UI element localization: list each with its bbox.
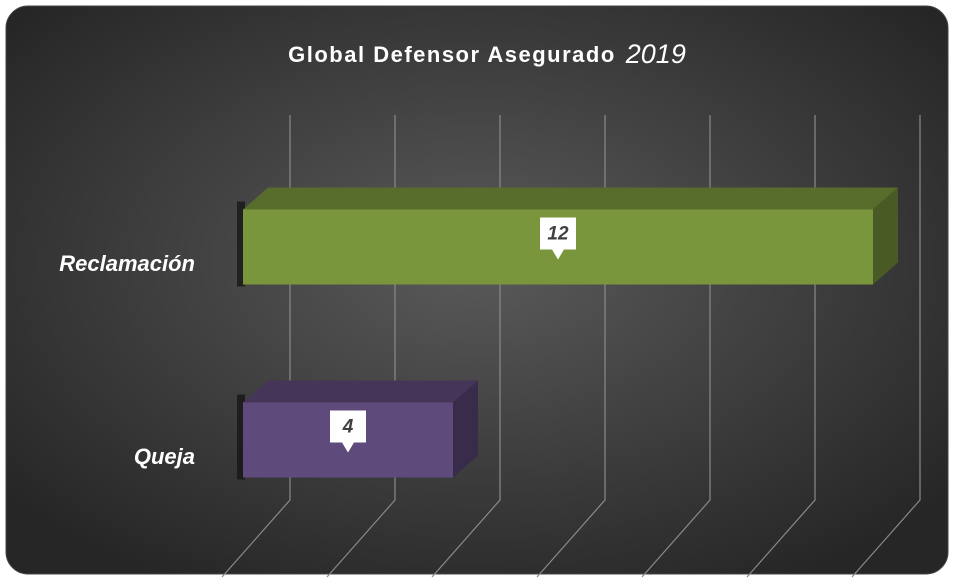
category-label: Queja: [134, 444, 195, 469]
bar-top: [243, 380, 478, 403]
bar-shadow: [237, 394, 245, 480]
chart-title: Global Defensor Asegurado 2019: [288, 39, 686, 69]
label-callout: [330, 410, 366, 453]
title-main: Global Defensor Asegurado: [288, 42, 616, 67]
data-label: 12: [547, 224, 569, 245]
label-callout: [540, 217, 576, 260]
data-label: 4: [342, 417, 354, 438]
title-year: 2019: [625, 39, 686, 69]
bar-side: [873, 187, 898, 285]
bar-side: [453, 380, 478, 478]
grid-line: [851, 115, 921, 578]
bar-top: [243, 187, 898, 210]
bar-shadow: [237, 201, 245, 287]
category-label: Reclamación: [59, 251, 195, 276]
chart-background: [5, 5, 949, 575]
